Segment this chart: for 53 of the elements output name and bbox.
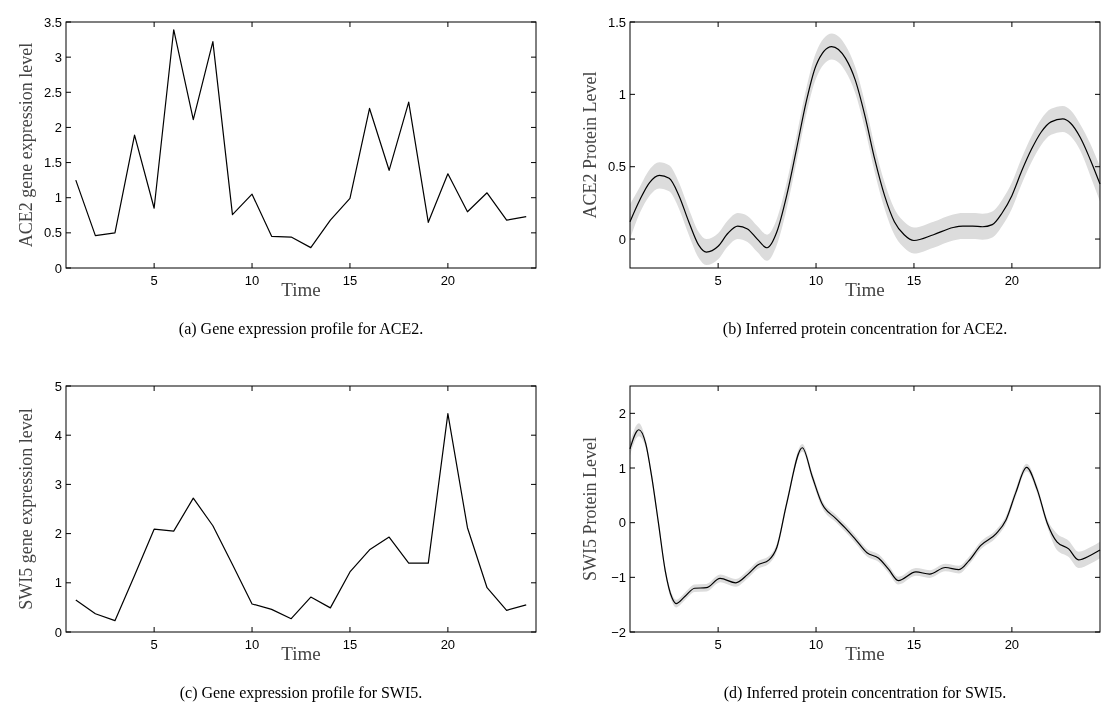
x-tick-label: 20 (1004, 637, 1020, 652)
y-tick-label: 3.5 (43, 14, 62, 30)
x-tick-label: 10 (244, 273, 260, 288)
line-series (75, 29, 527, 249)
text: (a) Gene expression profile for ACE2. (178, 320, 424, 338)
y-tick-label: 0 (54, 260, 62, 276)
y-axis-title: SWI5 Protein Level (580, 437, 600, 581)
x-axis-title: Time (845, 279, 885, 300)
x-tick-label: 20 (440, 637, 456, 652)
x-tick-label: 15 (906, 637, 922, 652)
y-tick-label: 1 (54, 190, 62, 206)
x-axis-title: Time (845, 643, 885, 664)
x-axis-title: Time (281, 643, 321, 664)
y-tick-label: 1.5 (43, 155, 62, 171)
x-tick-label: 10 (808, 637, 824, 652)
text: (b) Inferred protein concentration for ACE2. (722, 320, 1008, 338)
x-axis-title: Time (281, 279, 321, 300)
x-tick-label: 5 (150, 273, 158, 288)
y-tick-label: 1 (618, 460, 626, 476)
y-tick-label: 0.5 (43, 225, 62, 241)
x-tick-label: 15 (342, 637, 358, 652)
y-tick-label: 0.5 (607, 159, 626, 175)
y-tick-label: 1 (618, 86, 626, 102)
y-tick-label: 1 (54, 575, 62, 591)
x-tick-label: 20 (1004, 273, 1020, 288)
x-tick-label: 15 (906, 273, 922, 288)
x-tick-label: 20 (440, 273, 456, 288)
y-tick-label: −1 (611, 569, 626, 585)
y-axis-title: ACE2 Protein Level (580, 71, 600, 219)
y-tick-label: 2 (54, 119, 62, 135)
y-tick-label: −2 (611, 624, 626, 640)
line-series (75, 412, 527, 622)
x-tick-label: 15 (342, 273, 358, 288)
x-tick-label: 5 (150, 637, 158, 652)
x-tick-label: 10 (244, 637, 260, 652)
y-tick-label: 5 (54, 378, 62, 394)
y-tick-label: 4 (54, 427, 62, 443)
y-axis-title: SWI5 gene expression level (16, 408, 36, 610)
y-tick-label: 3 (54, 49, 62, 65)
y-tick-label: 2.5 (43, 84, 62, 100)
y-tick-label: 0 (54, 624, 62, 640)
y-tick-label: 3 (54, 476, 62, 492)
y-tick-label: 0 (618, 231, 626, 247)
y-tick-label: 1.5 (607, 14, 626, 30)
x-tick-label: 10 (808, 273, 824, 288)
x-tick-label: 5 (714, 273, 722, 288)
x-tick-label: 5 (714, 637, 722, 652)
y-tick-label: 0 (618, 515, 626, 531)
text: (d) Inferred protein concentration for SWI5. (723, 684, 1007, 702)
y-tick-label: 2 (618, 405, 626, 421)
y-tick-label: 2 (54, 526, 62, 542)
y-axis-title: ACE2 gene expression level (16, 42, 36, 248)
text: (c) Gene expression profile for SWI5. (179, 684, 423, 702)
